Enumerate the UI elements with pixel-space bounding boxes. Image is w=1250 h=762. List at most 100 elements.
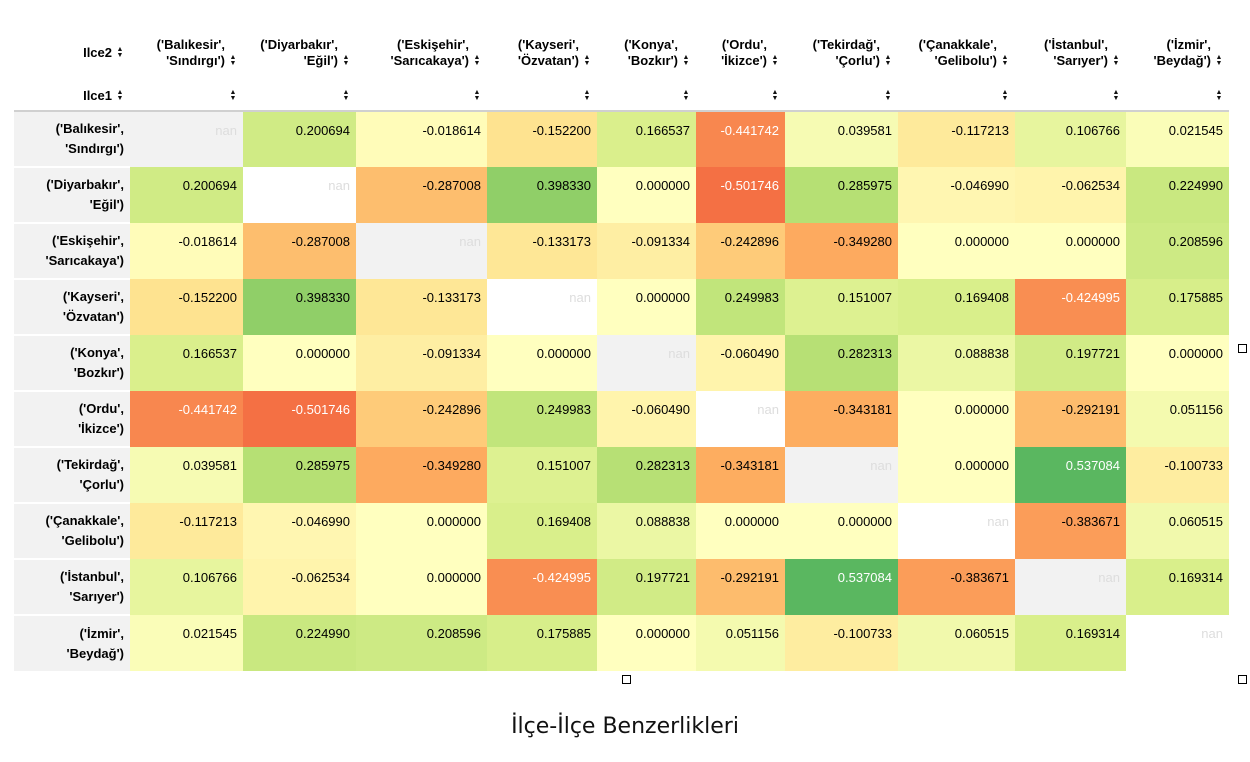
sort-icon[interactable]: ▲ ▼ [771,54,779,68]
table-cell: -0.501746 [696,167,785,223]
sort-icon[interactable]: ▲ ▼ [473,54,481,68]
column-header[interactable]: ('Eskişehir', 'Sarıcakaya') ▲ ▼ [356,24,487,81]
sort-icon[interactable]: ▲ ▼ [342,54,350,68]
label-line: 'Özvatan') [517,52,579,68]
sort-cell[interactable]: ▲ ▼ [696,81,785,112]
sort-icon[interactable]: ▲ ▼ [884,54,892,68]
table-cell: -0.060490 [696,335,785,391]
sort-icon[interactable]: ▲ ▼ [1215,89,1223,103]
table-cell: 0.000000 [696,503,785,559]
table-cell: -0.046990 [898,167,1015,223]
sort-cell[interactable]: ▲ ▼ [785,81,898,112]
column-header[interactable]: ('Balıkesir', 'Sındırgı') ▲ ▼ [130,24,243,81]
table-cell: -0.424995 [487,559,597,615]
label-line: 'Özvatan') [62,309,124,324]
column-header[interactable]: ('Çanakkale', 'Gelibolu') ▲ ▼ [898,24,1015,81]
sort-cell[interactable]: ▲ ▼ [1126,81,1229,112]
sort-cell[interactable]: ▲ ▼ [898,81,1015,112]
label-line: ('Ordu', [721,36,767,52]
sort-cell[interactable]: ▲ ▼ [597,81,696,112]
table-cell: 0.398330 [243,279,356,335]
table-cell: -0.343181 [785,391,898,447]
resize-handle-icon[interactable] [1238,675,1247,684]
label-line: 'Sarıcakaya') [390,52,469,68]
table-cell: nan [785,447,898,503]
sort-icon[interactable]: ▲ ▼ [229,89,237,103]
sort-cell[interactable]: ▲ ▼ [243,81,356,112]
table-cell: 0.398330 [487,167,597,223]
sort-cell[interactable]: ▲ ▼ [487,81,597,112]
sort-icon[interactable]: ▲ ▼ [1215,54,1223,68]
column-header[interactable]: ('Kayseri', 'Özvatan') ▲ ▼ [487,24,597,81]
sort-icon[interactable]: ▲ ▼ [884,89,892,103]
table-cell: 0.197721 [1015,335,1126,391]
label-line: 'Çorlu') [835,52,880,68]
label-line: 'İkizce') [78,421,124,436]
table-cell: -0.441742 [130,391,243,447]
table-cell: 0.039581 [785,111,898,167]
table-cell: nan [597,335,696,391]
sort-icon[interactable]: ▲ ▼ [1001,89,1009,103]
table-cell: nan [130,111,243,167]
label-line: 'Eğil') [89,197,124,212]
sort-icon[interactable]: ▲ ▼ [473,89,481,103]
table-cell: -0.292191 [1015,391,1126,447]
column-header[interactable]: ('Konya', 'Bozkır') ▲ ▼ [597,24,696,81]
column-index-name: Ilce2 ▲ ▼ [14,24,130,81]
sort-cell[interactable]: ▲ ▼ [356,81,487,112]
table-cell: -0.100733 [1126,447,1229,503]
sort-icon[interactable]: ▲ ▼ [682,54,690,68]
label-line: ('İstanbul', [60,569,124,584]
column-header[interactable]: ('İstanbul', 'Sarıyer') ▲ ▼ [1015,24,1126,81]
column-header[interactable]: ('Ordu', 'İkizce') ▲ ▼ [696,24,785,81]
table-row: ('Çanakkale', 'Gelibolu') -0.117213 -0.0469… [14,503,1229,560]
table-cell: 0.208596 [1126,223,1229,279]
label-line: 'İkizce') [721,52,767,68]
sort-icon[interactable]: ▲ ▼ [682,89,690,103]
label-line: 'Bozkır') [73,365,124,380]
table-cell: -0.152200 [130,279,243,335]
sort-icon[interactable]: ▲ ▼ [583,54,591,68]
sort-icon[interactable]: ▲ ▼ [229,54,237,68]
sort-icon[interactable]: ▲ ▼ [342,89,350,103]
row-header: ('Konya', 'Bozkır') [14,335,130,392]
label-line: 'Eğil') [303,52,338,68]
row-header: ('Diyarbakır', 'Eğil') [14,167,130,224]
column-header[interactable]: ('İzmir', 'Beydağ') ▲ ▼ [1126,24,1229,81]
sort-icon[interactable]: ▲ ▼ [771,89,779,103]
table-cell: 0.106766 [1015,111,1126,167]
table-cell: 0.200694 [243,111,356,167]
label-line: 'Beydağ') [1153,52,1211,68]
table-cell: 0.000000 [898,447,1015,503]
sort-icon[interactable]: ▲ ▼ [1112,89,1120,103]
table-cell: nan [243,167,356,223]
column-header[interactable]: ('Tekirdağ', 'Çorlu') ▲ ▼ [785,24,898,81]
table-row: ('İzmir', 'Beydağ') 0.021545 0.224990 0.2085… [14,615,1229,671]
sort-icon[interactable]: ▲ ▼ [583,89,591,103]
sort-cell[interactable]: ▲ ▼ [130,81,243,112]
sort-icon[interactable]: ▲ ▼ [1001,54,1009,68]
sort-cell[interactable]: ▲ ▼ [1015,81,1126,112]
table-cell: 0.000000 [356,559,487,615]
sort-icon[interactable]: ▲ ▼ [1112,54,1120,68]
label-line: 'Sarıyer') [1053,52,1108,68]
label-line: ('Tekirdağ', [56,457,124,472]
label-line: ('İstanbul', [1044,36,1108,52]
table-cell: 0.051156 [1126,391,1229,447]
resize-handle-icon[interactable] [1238,344,1247,353]
table-cell: 0.151007 [487,447,597,503]
table-cell: 0.285975 [785,167,898,223]
label-line: ('Konya', [70,345,124,360]
resize-handle-icon[interactable] [622,675,631,684]
row-header: ('Kayseri', 'Özvatan') [14,279,130,336]
label-line: ('Ordu', [78,401,124,416]
table-cell: -0.501746 [243,391,356,447]
column-header[interactable]: ('Diyarbakır', 'Eğil') ▲ ▼ [243,24,356,81]
label-line: ('Diyarbakır', [46,177,124,192]
table-cell: 0.166537 [130,335,243,391]
table-cell: 0.039581 [130,447,243,503]
sort-icon[interactable]: ▲ ▼ [116,89,124,103]
table-cell: 0.000000 [597,167,696,223]
table-cell: 0.021545 [1126,111,1229,167]
sort-icon[interactable]: ▲ ▼ [116,46,124,60]
